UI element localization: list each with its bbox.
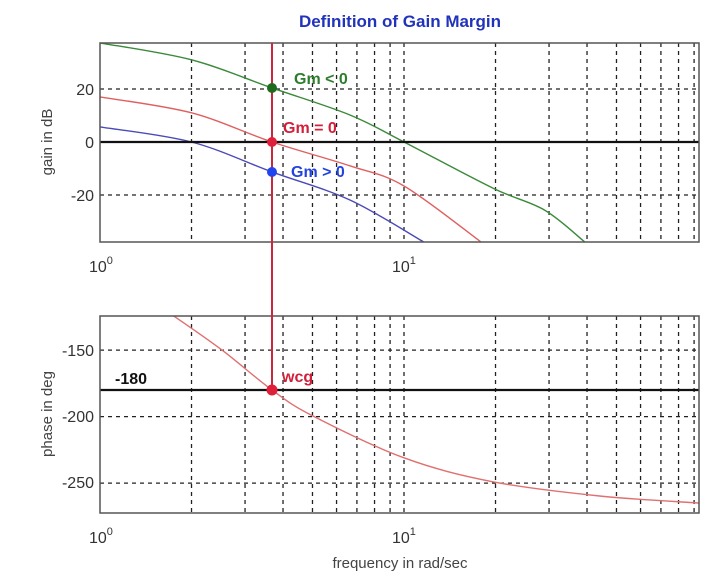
xlabel: frequency in rad/sec xyxy=(332,555,468,572)
phase-tick-neg200: -200 xyxy=(62,409,94,426)
gain-ylabel: gain in dB xyxy=(39,109,56,176)
gm-neg-label: Gm < 0 xyxy=(294,71,348,88)
phase-axes-frame xyxy=(99,315,700,514)
phase-axes: -150 -200 -250 100 101 frequency in rad/… xyxy=(39,315,700,572)
wcg-label: wcg xyxy=(281,369,313,386)
gain-tick-20: 20 xyxy=(76,82,94,99)
gain-xtick-1e0: 100 xyxy=(89,255,113,276)
gm-zero-marker xyxy=(267,137,277,147)
gm-pos-label: Gm > 0 xyxy=(291,164,345,181)
gm-neg-marker xyxy=(267,83,277,93)
series-gm-0 xyxy=(99,96,482,243)
phase-xtick-1e0: 100 xyxy=(89,526,113,547)
gain-xtick-1e1: 101 xyxy=(392,255,416,276)
phase-ylabel: phase in deg xyxy=(39,371,56,457)
phase-grid xyxy=(100,316,699,513)
gm-pos-marker xyxy=(267,167,277,177)
wcg-marker xyxy=(266,384,278,396)
phase-tick-neg250: -250 xyxy=(62,475,94,492)
gain-axes-frame xyxy=(99,42,700,243)
phase-tick-neg150: -150 xyxy=(62,343,94,360)
gain-axes: 20 0 -20 100 101 gain in dB xyxy=(39,42,700,276)
phase-curves xyxy=(173,315,700,504)
series-gm-0 xyxy=(99,42,586,243)
gain-tick-0: 0 xyxy=(85,135,94,152)
series-phase xyxy=(173,315,700,504)
gm-zero-label: Gm = 0 xyxy=(283,120,337,137)
phase-xtick-1e1: 101 xyxy=(392,526,416,547)
gain-tick-neg20: -20 xyxy=(71,188,94,205)
chart-title: Definition of Gain Margin xyxy=(299,12,501,31)
minus-180-label: -180 xyxy=(115,371,147,388)
